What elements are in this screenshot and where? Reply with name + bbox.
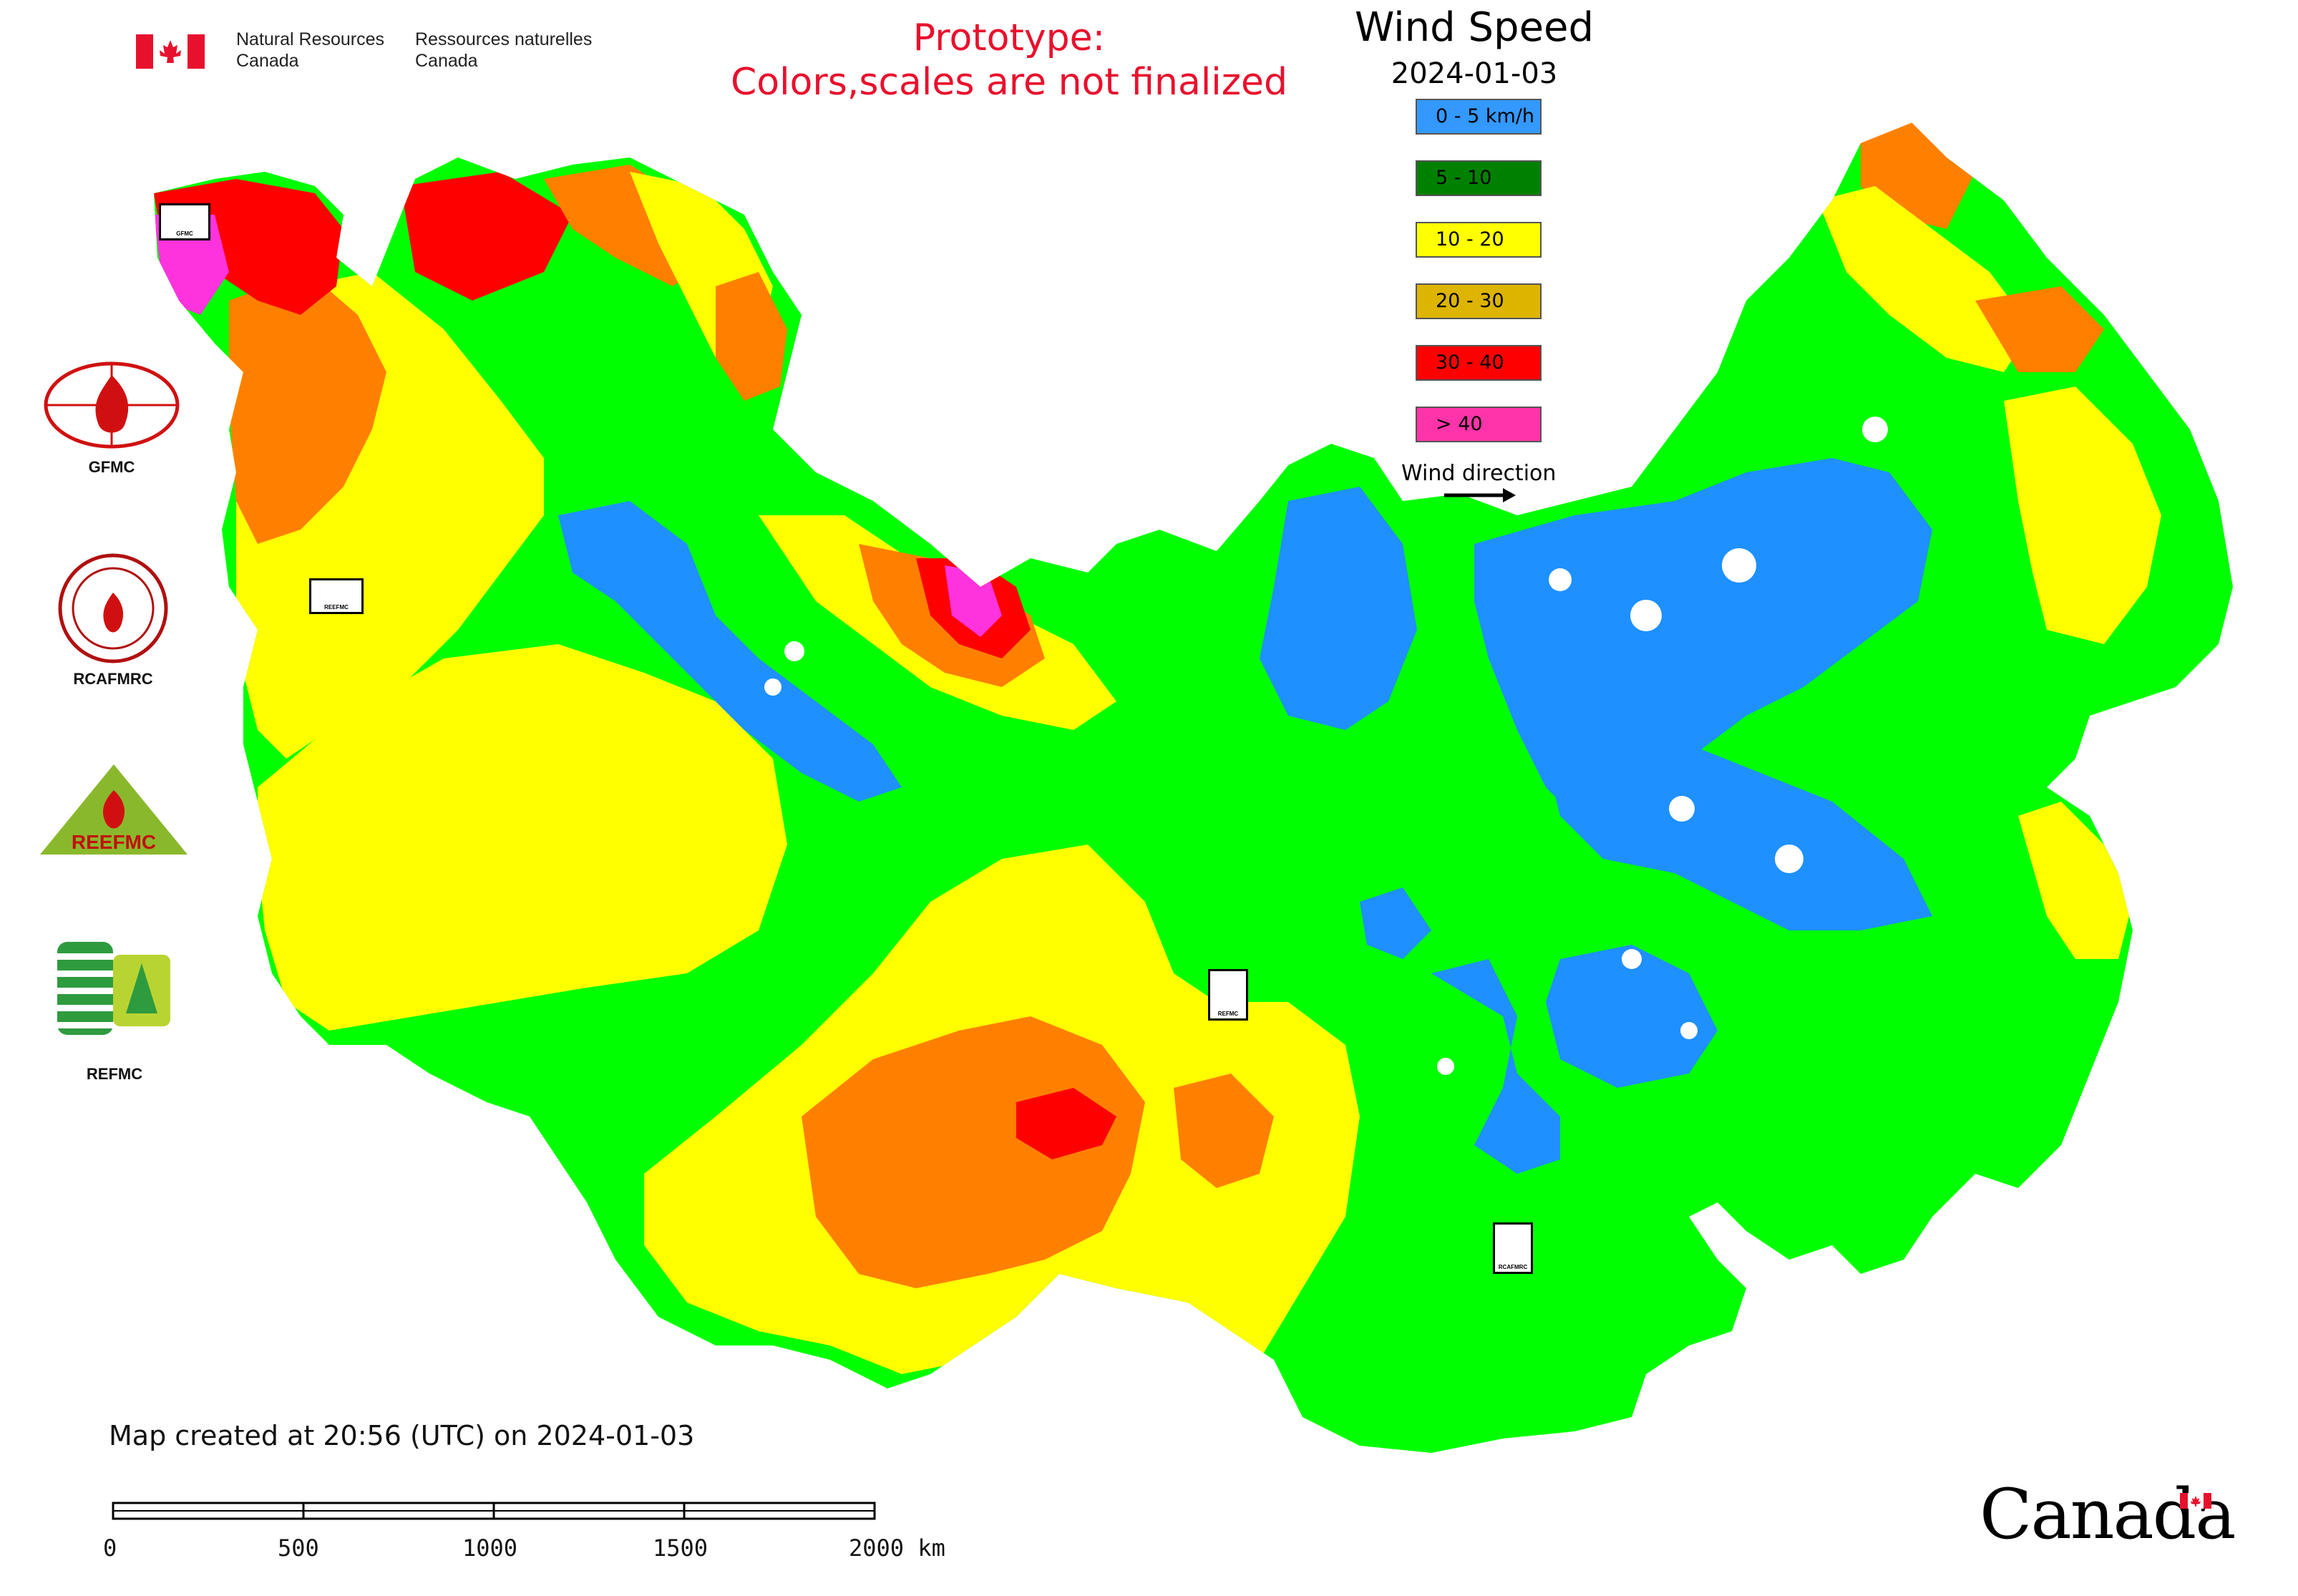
svg-text:REEFMC: REEFMC bbox=[72, 831, 156, 853]
canada-flag-icon bbox=[136, 34, 205, 69]
reefmc-map-marker[interactable]: REEFMC bbox=[309, 578, 364, 614]
scale-bar bbox=[112, 1502, 876, 1520]
scale-label-1500: 1500 bbox=[653, 1534, 709, 1562]
legend-item-label: 20 - 30 bbox=[1436, 290, 1504, 312]
refmc-logo bbox=[57, 942, 172, 1035]
legend-date: 2024-01-03 bbox=[1391, 57, 1558, 90]
wind-direction-arrow-icon bbox=[1444, 488, 1516, 502]
gov-name-en: Natural Resources Canada bbox=[236, 29, 385, 71]
gfmc-label: GFMC bbox=[88, 458, 135, 476]
scale-label-2000: 2000 km bbox=[849, 1534, 945, 1562]
rcafmrc-label: RCAFMRC bbox=[73, 670, 153, 688]
refmc-map-marker[interactable]: REFMC bbox=[1208, 969, 1248, 1021]
legend-item-label: 30 - 40 bbox=[1436, 351, 1504, 374]
legend-title: Wind Speed bbox=[1354, 4, 1595, 51]
gfmc-logo bbox=[40, 361, 183, 454]
scale-label-0: 0 bbox=[103, 1534, 117, 1562]
canada-wordmark: Canada bbox=[1980, 1474, 2236, 1554]
legend-item-5-10: 5 - 10 bbox=[1416, 160, 1542, 196]
legend-item-over-40: > 40 bbox=[1416, 407, 1542, 442]
gfmc-map-marker[interactable]: GFMC bbox=[159, 203, 210, 240]
legend-item-label: > 40 bbox=[1436, 413, 1483, 435]
legend-item-label: 10 - 20 bbox=[1436, 228, 1504, 250]
legend-item-30-40: 30 - 40 bbox=[1416, 345, 1542, 381]
wind-direction-label: Wind direction bbox=[1401, 461, 1557, 486]
legend-item-label: 5 - 10 bbox=[1436, 167, 1492, 189]
refmc-label: REFMC bbox=[86, 1065, 143, 1083]
legend-item-label: 0 - 5 km/h bbox=[1436, 105, 1534, 127]
reefmc-logo: REEFMC bbox=[37, 761, 190, 869]
rcafmrc-logo bbox=[56, 551, 170, 666]
gov-name-fr: Ressources naturelles Canada bbox=[415, 29, 593, 71]
wordmark-flag-icon bbox=[2180, 1493, 2211, 1509]
legend-item-0-5: 0 - 5 km/h bbox=[1416, 99, 1542, 135]
rcafmrc-map-marker[interactable]: RCAFMRC bbox=[1493, 1222, 1533, 1274]
scale-label-500: 500 bbox=[278, 1534, 319, 1562]
prototype-notice: Prototype: Colors,scales are not finaliz… bbox=[730, 16, 1288, 104]
map-created-note: Map created at 20:56 (UTC) on 2024-01-03 bbox=[109, 1420, 695, 1451]
scale-label-1000: 1000 bbox=[462, 1534, 518, 1562]
legend-item-10-20: 10 - 20 bbox=[1416, 222, 1542, 258]
legend-item-20-30: 20 - 30 bbox=[1416, 283, 1542, 319]
